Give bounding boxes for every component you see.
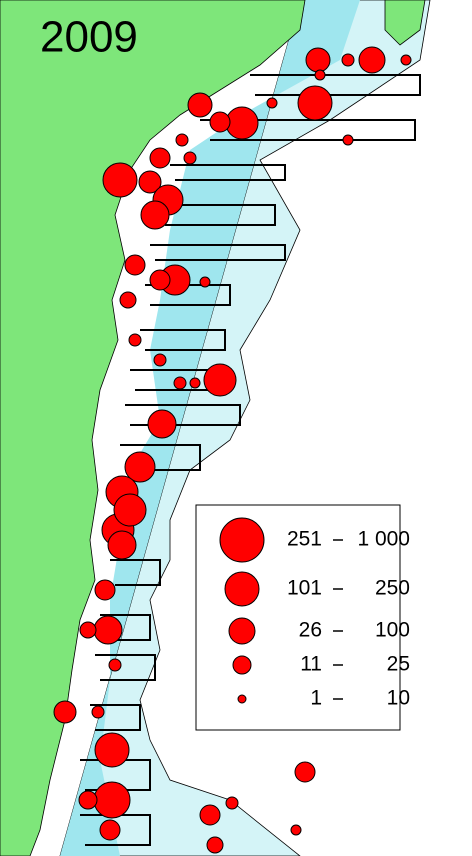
catch-marker (400, 54, 412, 66)
catch-marker (305, 47, 331, 73)
catch-marker (209, 111, 231, 133)
catch-marker (294, 761, 316, 783)
land (384, 0, 426, 46)
catch-marker (266, 97, 278, 109)
catch-marker (94, 579, 116, 601)
catch-marker (124, 451, 156, 483)
legend-from: 26 (299, 619, 322, 642)
catch-marker (78, 790, 98, 810)
catch-marker (199, 804, 221, 826)
legend-from: 11 (300, 653, 322, 676)
catch-marker (113, 493, 147, 527)
catch-marker (93, 781, 131, 819)
catch-marker (342, 134, 354, 146)
catch-marker (358, 46, 386, 74)
legend-to: 100 (375, 619, 410, 642)
legend-from: 251 (287, 528, 322, 551)
catch-marker (314, 69, 326, 81)
catch-marker (140, 200, 170, 230)
catch-marker (102, 162, 138, 198)
catch-marker (138, 170, 162, 194)
legend-to: 25 (387, 653, 410, 676)
catch-marker (119, 291, 137, 309)
catch-marker (175, 133, 189, 147)
catch-marker (149, 269, 171, 291)
legend-to: 10 (387, 687, 410, 710)
catch-marker (297, 85, 333, 121)
legend-to: 250 (375, 577, 410, 600)
map-title: 2009 (40, 13, 138, 62)
catch-marker (225, 796, 239, 810)
catch-marker (173, 376, 187, 390)
catch-marker (91, 705, 105, 719)
catch-markers (53, 46, 412, 854)
catch-marker (108, 658, 122, 672)
inner-water (60, 0, 360, 856)
catch-marker (147, 409, 177, 439)
catch-marker (153, 353, 167, 367)
catch-marker (79, 621, 97, 639)
catch-marker (128, 333, 142, 347)
catch-marker (341, 53, 355, 67)
catch-marker (99, 819, 121, 841)
legend-from: 101 (287, 577, 322, 600)
catch-marker (203, 363, 237, 397)
catch-marker (124, 254, 146, 276)
catch-marker (225, 106, 259, 140)
legend-symbol (232, 655, 252, 675)
catch-marker (187, 92, 213, 118)
legend-symbol (228, 617, 256, 645)
catch-marker (189, 377, 201, 389)
catch-marker (199, 276, 211, 288)
catch-marker (290, 824, 302, 836)
legend-symbol (219, 517, 265, 563)
catch-marker (149, 147, 171, 169)
legend-symbol (237, 694, 247, 704)
legend-symbol (224, 571, 260, 607)
catch-marker (53, 700, 77, 724)
catch-marker (93, 615, 123, 645)
catch-marker (94, 732, 130, 768)
catch-marker (183, 151, 197, 165)
legend-from: 1 (310, 687, 322, 710)
land (0, 0, 306, 856)
catch-marker (107, 530, 137, 560)
catch-marker (206, 836, 224, 854)
legend-to: 1 000 (357, 528, 410, 551)
